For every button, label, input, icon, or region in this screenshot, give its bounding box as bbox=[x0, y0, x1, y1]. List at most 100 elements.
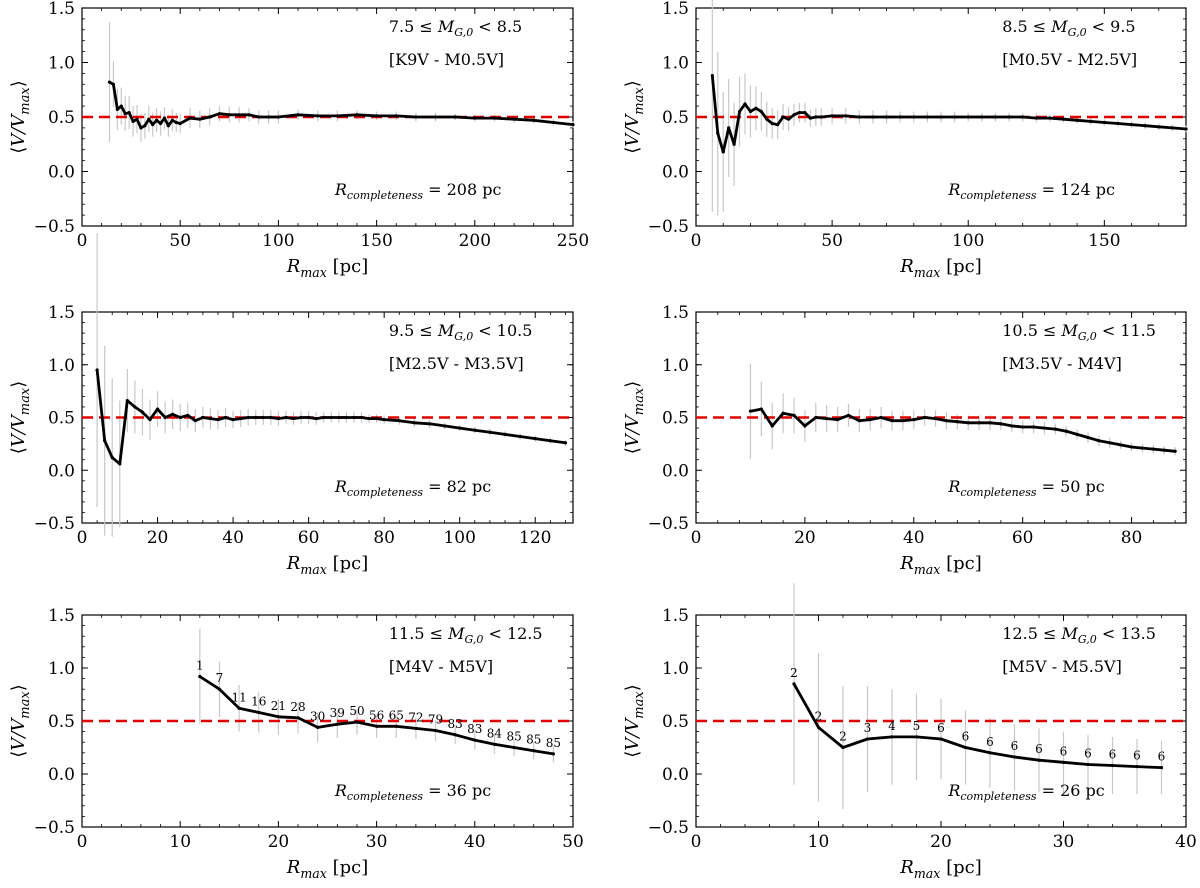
data-point bbox=[1064, 429, 1068, 433]
data-point bbox=[257, 710, 261, 715]
data-point bbox=[155, 118, 159, 122]
data-point bbox=[198, 674, 202, 679]
data-point bbox=[871, 115, 875, 119]
count-label: 2 bbox=[839, 730, 847, 744]
spectral-range: [M2.5V - M3.5V] bbox=[389, 354, 524, 373]
data-point bbox=[770, 424, 774, 428]
data-point bbox=[247, 113, 251, 117]
x-tick-label: 20 bbox=[794, 528, 816, 548]
data-point bbox=[359, 415, 364, 420]
data-point bbox=[208, 115, 212, 119]
y-tick-label: 1.5 bbox=[662, 303, 689, 323]
spectral-range: [M4V - M5V] bbox=[389, 657, 493, 676]
data-point bbox=[548, 439, 552, 443]
data-point bbox=[748, 409, 753, 413]
data-point bbox=[151, 123, 155, 127]
count-label: 2 bbox=[790, 666, 798, 680]
magnitude-range: 8.5 ≤ MG,0 < 9.5 bbox=[1002, 17, 1135, 39]
data-point bbox=[217, 112, 222, 116]
count-label: 28 bbox=[290, 700, 305, 714]
x-tick-label: 20 bbox=[930, 832, 952, 852]
completeness-radius: Rcompleteness = 36 pc bbox=[334, 781, 491, 803]
count-label: 6 bbox=[937, 721, 945, 735]
y-tick-label: 0.5 bbox=[662, 712, 689, 732]
data-point bbox=[166, 124, 171, 128]
spectral-range: [M0.5V - M2.5V] bbox=[1002, 50, 1137, 69]
data-point bbox=[1184, 127, 1188, 131]
data-point bbox=[776, 123, 780, 127]
series-line bbox=[792, 683, 1162, 769]
series-line bbox=[108, 80, 574, 130]
data-point bbox=[171, 412, 175, 416]
x-tick-label: 250 bbox=[557, 231, 589, 251]
data-point bbox=[110, 455, 114, 460]
data-point bbox=[808, 116, 812, 120]
data-point bbox=[139, 126, 143, 130]
completeness-radius: Rcompleteness = 208 pc bbox=[334, 180, 502, 202]
data-point bbox=[999, 422, 1003, 426]
panel-middle-right: −0.5 0.0 0.5 1.0 1.5 0 20 40 60 80 Rmax [pc] ⟨V/Vma… bbox=[622, 303, 1187, 577]
data-point bbox=[980, 115, 984, 119]
data-point bbox=[335, 114, 339, 118]
y-tick-label: 0.0 bbox=[662, 461, 689, 481]
data-point bbox=[786, 117, 791, 121]
svg-text:⟨V/Vmax⟩: ⟨V/Vmax⟩ bbox=[622, 684, 647, 758]
magnitude-range: 9.5 ≤ MG,0 < 10.5 bbox=[389, 321, 533, 343]
data-point bbox=[765, 117, 769, 121]
data-point bbox=[551, 120, 555, 125]
data-point bbox=[1110, 763, 1115, 768]
svg-text:⟨V/Vmax⟩: ⟨V/Vmax⟩ bbox=[622, 381, 647, 455]
data-point bbox=[186, 413, 190, 417]
data-point bbox=[316, 114, 320, 118]
data-point bbox=[819, 115, 823, 119]
svg-text:⟨V/Vmax⟩: ⟨V/Vmax⟩ bbox=[8, 381, 33, 455]
y-tick-label: 1.5 bbox=[662, 606, 689, 626]
data-point bbox=[912, 418, 916, 422]
data-point bbox=[473, 116, 477, 120]
data-point bbox=[1143, 124, 1147, 128]
data-point bbox=[237, 706, 241, 710]
data-point bbox=[223, 415, 228, 420]
x-axis-label: Rmax [pc] bbox=[286, 553, 369, 577]
data-point bbox=[453, 115, 457, 119]
data-point bbox=[857, 419, 861, 423]
data-point bbox=[1061, 117, 1066, 121]
data-point bbox=[198, 117, 202, 121]
data-point bbox=[148, 418, 152, 422]
data-point bbox=[394, 114, 398, 118]
data-point bbox=[133, 405, 137, 409]
y-tick-label: −0.5 bbox=[34, 217, 75, 237]
count-label: 85 bbox=[506, 730, 521, 744]
data-point bbox=[140, 410, 145, 414]
y-tick-label: 1.5 bbox=[48, 0, 75, 19]
y-tick-label: 1.5 bbox=[48, 606, 75, 626]
x-tick-label: 100 bbox=[443, 528, 475, 548]
y-tick-label: −0.5 bbox=[648, 514, 689, 534]
data-point bbox=[296, 716, 300, 720]
y-axis-label: ⟨V/Vmax⟩ bbox=[622, 381, 647, 455]
data-point bbox=[314, 416, 318, 421]
data-point bbox=[977, 421, 981, 425]
data-point bbox=[1010, 424, 1014, 428]
count-label: 2 bbox=[815, 709, 823, 723]
data-point bbox=[284, 415, 288, 420]
data-point bbox=[158, 121, 163, 126]
data-point bbox=[901, 419, 905, 423]
data-point bbox=[111, 82, 116, 86]
x-tick-label: 60 bbox=[298, 528, 320, 548]
data-point bbox=[803, 424, 807, 428]
x-tick-label: 30 bbox=[1053, 832, 1075, 852]
data-point bbox=[367, 416, 371, 421]
data-point bbox=[135, 117, 139, 121]
data-point bbox=[1007, 115, 1011, 119]
data-point bbox=[1075, 432, 1079, 436]
data-point bbox=[375, 114, 379, 118]
data-point bbox=[955, 420, 959, 424]
data-point bbox=[291, 416, 296, 421]
data-point bbox=[231, 418, 235, 422]
y-tick-label: −0.5 bbox=[34, 818, 75, 838]
data-point bbox=[1116, 121, 1120, 126]
data-point bbox=[276, 115, 280, 119]
data-point bbox=[217, 687, 222, 691]
data-point bbox=[512, 117, 516, 121]
